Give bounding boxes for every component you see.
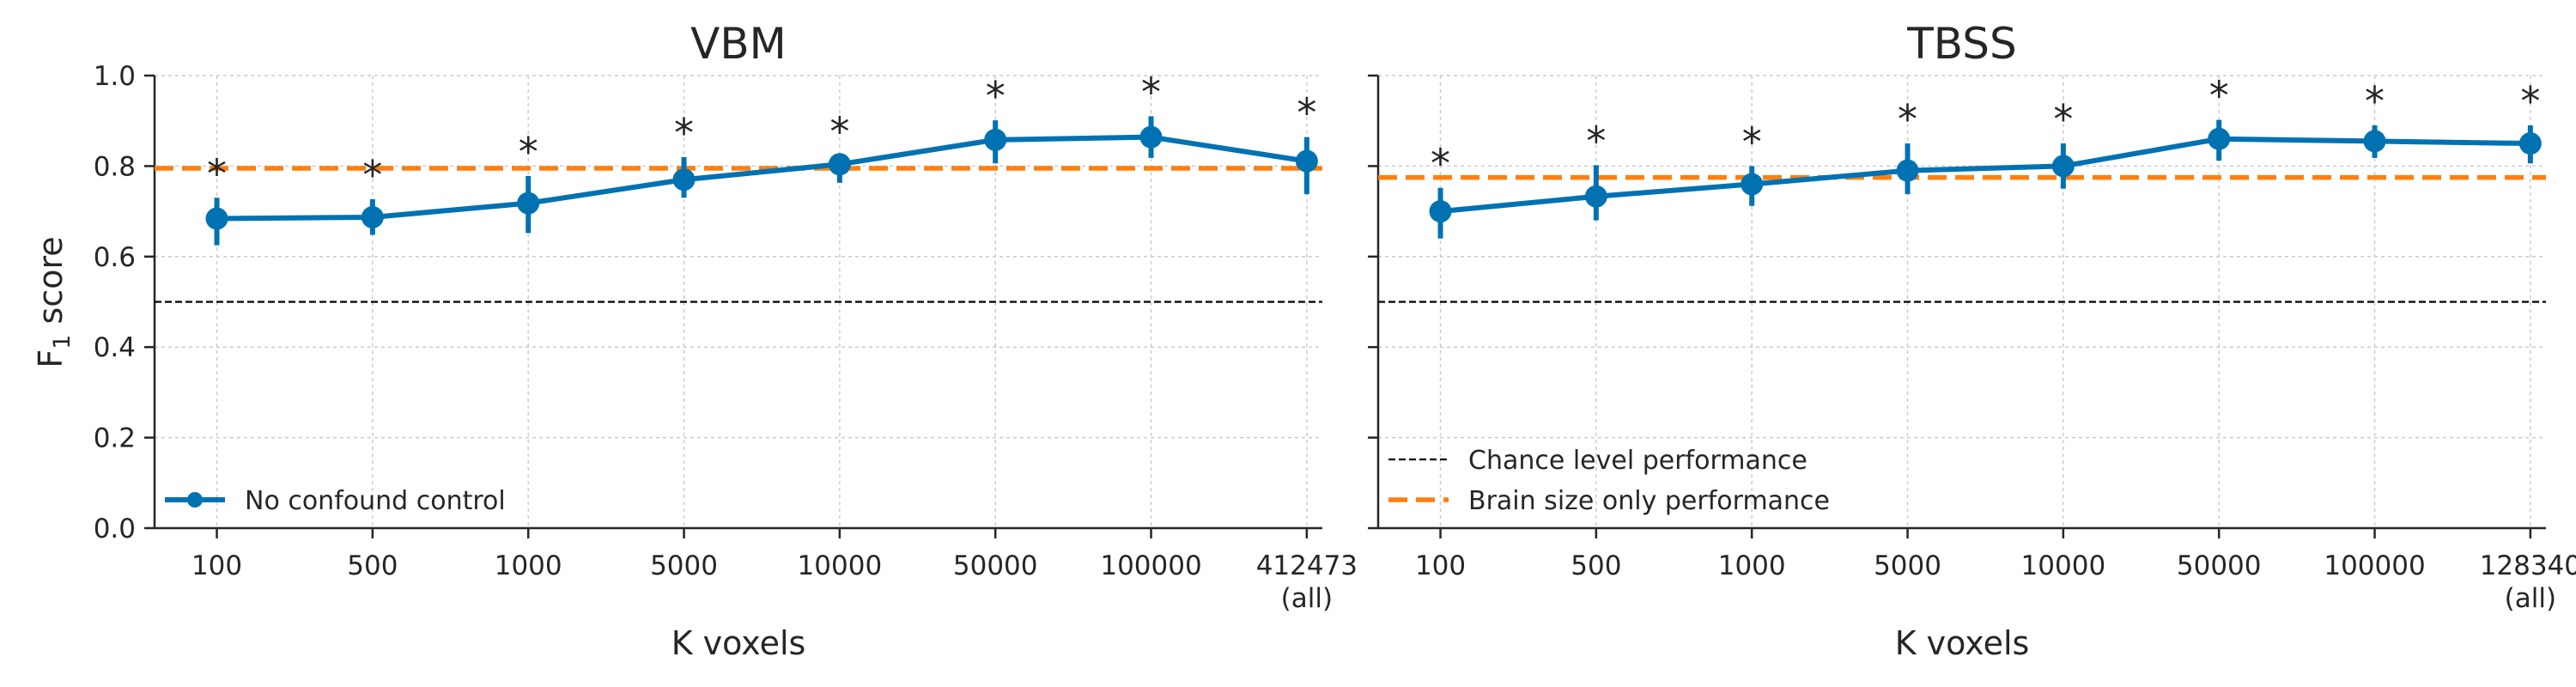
y-axis-label-main: F: [32, 350, 70, 368]
chart-title: VBM: [690, 19, 787, 69]
legend-series-label: No confound control: [245, 486, 506, 516]
y-tick-label: 0.0: [94, 514, 136, 544]
significance-marker: *: [986, 73, 1005, 119]
x-tick-label: 500: [1571, 550, 1621, 581]
x-tick-label: 100000: [1100, 550, 1201, 581]
x-tick-note: (all): [1281, 583, 1333, 614]
significance-marker: *: [829, 108, 849, 155]
data-point: [361, 205, 384, 228]
x-tick-label: 10000: [2021, 550, 2106, 581]
y-axis-label-suffix: score: [32, 236, 70, 334]
data-point: [205, 207, 228, 230]
data-point: [828, 153, 851, 176]
panel-vbm: 0.0 0.2 0.4 0.6 0.8 1.0 100 500 1000 5000 10000 500…: [94, 19, 1358, 662]
chart-title: TBSS: [1906, 19, 2016, 69]
data-point: [1741, 173, 1764, 196]
significance-marker: *: [1141, 69, 1161, 115]
legend-brain-size-label: Brain size only performance: [1468, 486, 1830, 516]
series-line: [1440, 136, 2530, 215]
legend-series-marker: [187, 492, 203, 508]
legend-chance-label: Chance level performance: [1468, 446, 1807, 476]
x-tick-label: 1000: [1718, 550, 1786, 581]
data-point: [517, 192, 540, 215]
significance-marker: *: [2053, 96, 2073, 143]
x-tick-label: 500: [347, 550, 398, 581]
significance-marker: *: [1898, 96, 1917, 143]
significance-marker: *: [2520, 78, 2540, 125]
x-axis-label: K voxels: [671, 624, 806, 662]
x-tick-label: 50000: [2177, 550, 2262, 581]
x-tick-label: 128340: [2480, 550, 2576, 581]
x-tick-label: 50000: [953, 550, 1038, 581]
x-tick-label: 5000: [650, 550, 718, 581]
y-tick-label: 0.6: [94, 242, 136, 273]
y-tick-label: 0.8: [94, 151, 136, 182]
data-point: [984, 128, 1007, 151]
significance-marker: *: [2209, 73, 2229, 119]
data-point: [1584, 185, 1607, 208]
series-line: [216, 134, 1308, 222]
data-point: [2518, 132, 2542, 155]
data-point: [672, 168, 696, 192]
x-tick-label: 412473: [1256, 550, 1358, 581]
x-tick-note: (all): [2505, 583, 2556, 614]
data-point: [1295, 149, 1318, 173]
data-point: [1896, 159, 1919, 182]
x-tick-label: 100000: [2324, 550, 2425, 581]
significance-marker: *: [1431, 141, 1450, 187]
data-point: [2363, 130, 2386, 153]
significance-marker: *: [1586, 118, 1606, 164]
x-tick-label: 10000: [798, 550, 883, 581]
y-axis-label-subscript: 1: [49, 335, 76, 350]
significance-marker: *: [674, 110, 694, 156]
y-axis-label: F1 score: [32, 236, 76, 368]
significance-marker: *: [362, 152, 382, 198]
significance-marker: *: [519, 129, 538, 175]
y-tick-label: 0.2: [94, 423, 136, 454]
significance-marker: *: [207, 150, 227, 197]
x-tick-label: 1000: [495, 550, 562, 581]
significance-marker: *: [1742, 119, 1762, 165]
data-point: [2208, 127, 2231, 150]
data-point: [2051, 155, 2075, 178]
y-tick-label: 1.0: [94, 61, 136, 92]
data-point: [1429, 200, 1452, 223]
x-axis-label: K voxels: [1895, 624, 2030, 662]
panel-tbss: 100 500 1000 5000 10000 50000 100000 128340(all…: [1368, 19, 2576, 662]
y-tick-label: 0.4: [94, 332, 136, 363]
data-point: [1139, 125, 1163, 149]
x-tick-label: 100: [1415, 550, 1466, 581]
significance-marker: *: [1297, 90, 1316, 137]
significance-marker: *: [2365, 78, 2385, 125]
x-tick-label: 5000: [1874, 550, 1941, 581]
x-tick-label: 100: [191, 550, 242, 581]
